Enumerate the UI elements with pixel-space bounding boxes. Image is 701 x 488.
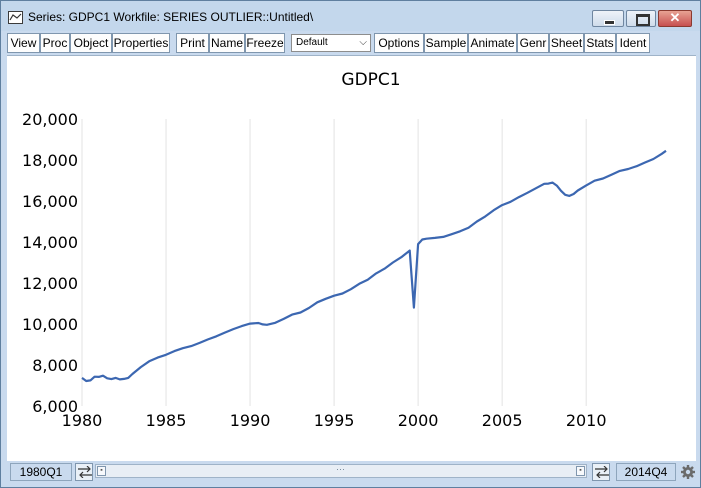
close-button[interactable]: ✕ xyxy=(658,10,692,27)
freeze-button[interactable]: Freeze xyxy=(245,33,285,53)
options-button[interactable]: Options xyxy=(374,33,424,53)
scroll-grip: ··· xyxy=(336,464,345,474)
y-tick-label: 12,000 xyxy=(22,274,78,293)
grid-lines xyxy=(81,119,587,406)
line-chart-icon xyxy=(8,11,23,24)
status-bar: 1980Q1 ▪ ··· ▪ 2014Q4 xyxy=(7,461,696,485)
x-tick-label: 1995 xyxy=(314,411,355,430)
y-tick-label: 8,000 xyxy=(32,356,78,375)
scroll-handle-right[interactable]: ▪ xyxy=(576,466,585,476)
sample-scrollbar[interactable]: ▪ ··· ▪ xyxy=(95,464,587,478)
minimize-button[interactable] xyxy=(592,10,624,27)
chart-title: GDPC1 xyxy=(341,70,400,90)
view-button[interactable]: View xyxy=(7,33,40,53)
sheet-button[interactable]: Sheet xyxy=(549,33,584,53)
x-tick-label: 2000 xyxy=(398,411,439,430)
stats-button[interactable]: Stats xyxy=(584,33,616,53)
close-icon: ✕ xyxy=(669,10,681,25)
genr-button[interactable]: Genr xyxy=(517,33,549,53)
y-tick-label: 14,000 xyxy=(22,233,78,252)
y-tick-label: 16,000 xyxy=(22,192,78,211)
animate-button[interactable]: Animate xyxy=(468,33,517,53)
chevron-down-icon: ⌵ xyxy=(359,37,367,48)
scroll-left-button[interactable] xyxy=(75,463,93,481)
ident-button[interactable]: Ident xyxy=(616,33,650,53)
view-mode-select[interactable]: Default ⌵ xyxy=(291,34,371,52)
scroll-handle-left[interactable]: ▪ xyxy=(97,466,106,476)
print-button[interactable]: Print xyxy=(176,33,209,53)
maximize-button[interactable] xyxy=(626,10,656,27)
double-arrow-icon xyxy=(595,466,609,478)
scroll-right-button[interactable] xyxy=(592,463,610,481)
x-tick-label: 1990 xyxy=(230,411,271,430)
window-title: Series: GDPC1 Workfile: SERIES OUTLIER::… xyxy=(28,10,314,24)
minimize-icon xyxy=(604,20,615,25)
line-chart: GDPC1 6,000 8,000 10,000 12,000 14,000 16,000… xyxy=(22,70,667,430)
y-tick-label: 20,000 xyxy=(22,110,78,129)
object-button[interactable]: Object xyxy=(70,33,112,53)
double-arrow-icon xyxy=(78,466,92,478)
sample-button[interactable]: Sample xyxy=(424,33,468,53)
x-axis: 1980 1985 1990 1995 2000 2005 2010 xyxy=(62,411,607,430)
toolbar: View Proc Object Properties Print Name F… xyxy=(7,33,696,53)
sample-end[interactable]: 2014Q4 xyxy=(616,463,676,481)
proc-button[interactable]: Proc xyxy=(40,33,70,53)
y-tick-label: 6,000 xyxy=(32,397,78,416)
properties-button[interactable]: Properties xyxy=(112,33,170,53)
view-mode-value: Default xyxy=(296,37,328,48)
sample-start[interactable]: 1980Q1 xyxy=(10,463,72,481)
x-tick-label: 1980 xyxy=(62,411,103,430)
y-axis: 6,000 8,000 10,000 12,000 14,000 16,000 18,000… xyxy=(22,110,78,416)
gear-icon[interactable] xyxy=(680,463,696,481)
y-tick-label: 18,000 xyxy=(22,151,78,170)
graph-area[interactable]: GDPC1 6,000 8,000 10,000 12,000 14,000 16,000… xyxy=(7,55,696,462)
maximize-icon xyxy=(636,14,650,26)
x-tick-label: 2005 xyxy=(482,411,523,430)
gdpc1-line xyxy=(81,149,667,383)
name-button[interactable]: Name xyxy=(209,33,245,53)
title-bar[interactable]: Series: GDPC1 Workfile: SERIES OUTLIER::… xyxy=(1,1,700,31)
y-tick-label: 10,000 xyxy=(22,315,78,334)
x-tick-label: 2010 xyxy=(566,411,607,430)
x-tick-label: 1985 xyxy=(146,411,187,430)
